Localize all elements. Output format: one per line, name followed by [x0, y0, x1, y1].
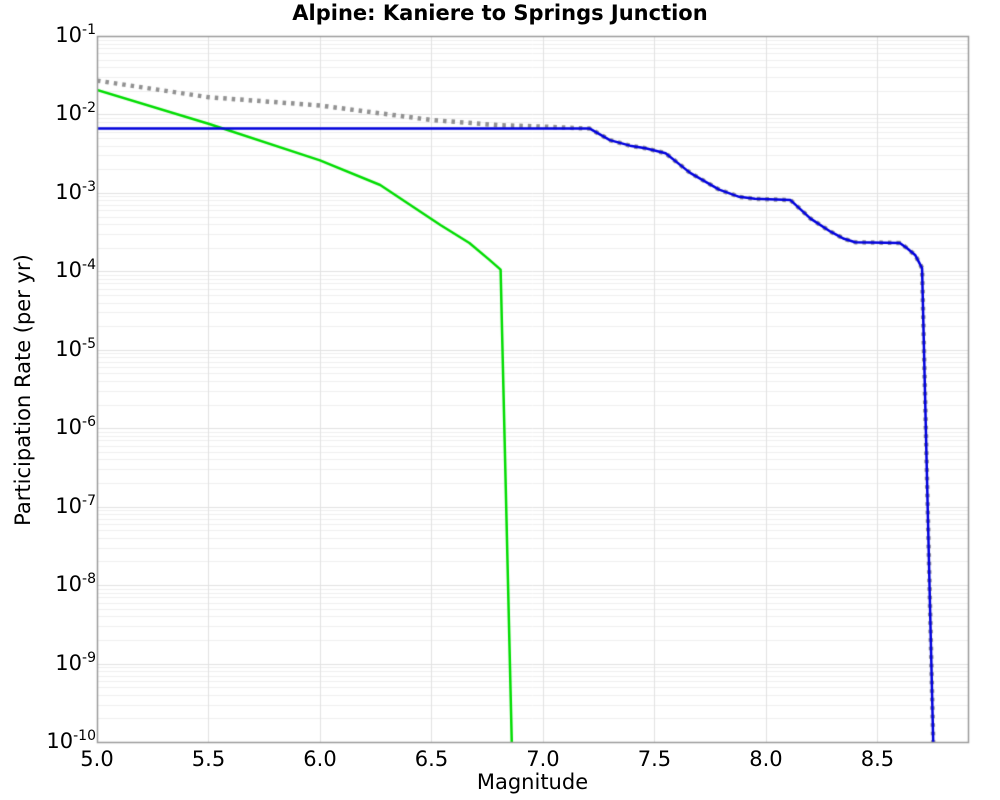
y-tick-exponent: -9: [82, 649, 96, 666]
y-tick-label: 10-3: [26, 179, 96, 205]
x-tick-label: 6.0: [303, 747, 337, 771]
y-tick-base: 10: [55, 101, 83, 126]
y-tick-label: 10-4: [26, 257, 96, 283]
y-tick-base: 10: [46, 729, 74, 753]
x-tick-label: 5.5: [191, 747, 226, 771]
y-tick-label: 10-1: [26, 22, 96, 48]
y-tick-exponent: -1: [82, 22, 96, 38]
chart-title: Alpine: Kaniere to Springs Junction: [292, 1, 708, 25]
y-tick-exponent: -6: [82, 414, 96, 431]
y-tick-base: 10: [55, 336, 83, 361]
y-tick-label: 10-8: [26, 571, 96, 597]
y-tick-exponent: -3: [82, 178, 96, 195]
x-axis-label: Magnitude: [476, 770, 589, 794]
y-tick-exponent: -2: [82, 100, 96, 117]
y-tick-label: 10-10: [26, 728, 96, 754]
y-tick-base: 10: [55, 415, 83, 440]
x-tick-label: 8.0: [749, 747, 783, 771]
y-tick-label: 10-5: [26, 336, 96, 362]
x-tick-label: 7.0: [526, 747, 560, 771]
y-tick-base: 10: [55, 179, 83, 204]
y-tick-exponent: -10: [73, 728, 96, 744]
y-tick-base: 10: [55, 493, 83, 518]
y-tick-exponent: -5: [82, 335, 96, 352]
y-tick-label: 10-6: [26, 414, 96, 440]
x-tick-label: 5.0: [80, 747, 114, 771]
y-tick-exponent: -7: [82, 492, 96, 509]
y-tick-base: 10: [55, 650, 83, 675]
y-tick-exponent: -8: [82, 571, 96, 588]
y-tick-label: 10-2: [26, 100, 96, 126]
x-tick-label: 7.5: [637, 747, 672, 771]
y-tick-base: 10: [55, 258, 83, 283]
x-tick-label: 6.5: [414, 747, 449, 771]
y-tick-exponent: -4: [82, 257, 96, 274]
y-tick-label: 10-7: [26, 493, 96, 519]
y-tick-label: 10-9: [26, 650, 96, 676]
y-tick-base: 10: [55, 572, 83, 597]
y-tick-base: 10: [55, 23, 83, 47]
x-tick-label: 8.5: [860, 747, 895, 771]
